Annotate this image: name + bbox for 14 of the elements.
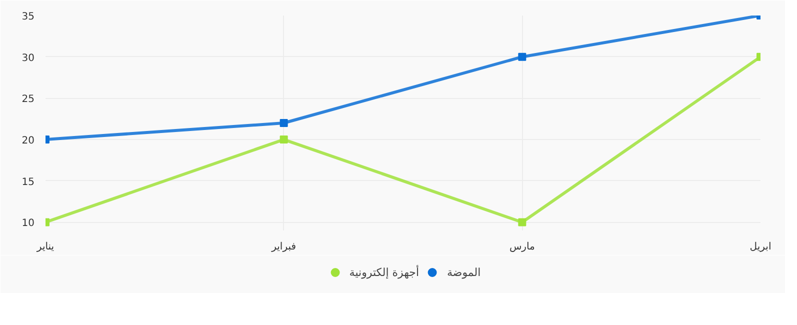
legend-label: الموضة [447,266,481,278]
x-tick-label: ابريل [750,242,772,252]
legend-label: أجهزة إلكترونية [349,266,420,278]
x-tick-label: فبراير [270,242,296,252]
y-tick-label: 25 [22,94,35,106]
y-tick-label: 15 [22,176,35,188]
x-tick-label: يناير [36,242,54,252]
y-tick-label: 10 [22,218,35,230]
point [518,52,526,61]
y-tick-label: 35 [22,12,35,22]
y-tick-label: 20 [22,136,35,147]
x-tick-label: مارس [509,242,535,252]
y-tick-label: 30 [22,52,35,64]
point [280,119,288,127]
